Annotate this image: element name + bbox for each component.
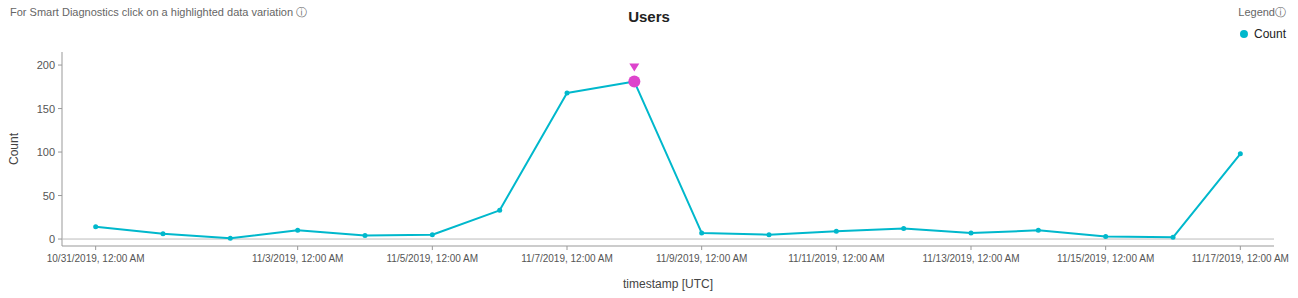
x-tick-label: 11/15/2019, 12:00 AM xyxy=(1057,253,1154,264)
x-axis-label: timestamp [UTC] xyxy=(623,277,713,291)
point xyxy=(295,228,300,233)
x-tick xyxy=(971,246,972,250)
x-tick-label: 11/3/2019, 12:00 AM xyxy=(252,253,344,264)
point xyxy=(1103,234,1108,239)
legend-title: Legendⓘ xyxy=(1238,6,1286,18)
x-tick xyxy=(297,246,298,250)
x-tick-label: 10/31/2019, 12:00 AM xyxy=(47,253,145,264)
point xyxy=(1171,235,1176,240)
point xyxy=(767,232,772,237)
point xyxy=(1036,228,1041,233)
y-tick-label: 0 xyxy=(49,233,55,245)
x-tick xyxy=(95,246,96,250)
title: Users xyxy=(628,8,670,25)
zero-line xyxy=(62,239,1274,240)
x-tick xyxy=(1105,246,1106,250)
point xyxy=(161,231,166,236)
point xyxy=(699,230,704,235)
x-tick-label: 11/11/2019, 12:00 AM xyxy=(788,253,884,264)
y-tick-label: 100 xyxy=(37,146,55,158)
y-axis-label: Count xyxy=(7,132,21,165)
point xyxy=(228,236,233,241)
legend-swatch xyxy=(1240,30,1248,38)
point xyxy=(834,229,839,234)
x-tick-label: 11/9/2019, 12:00 AM xyxy=(656,253,748,264)
highlight-indicator xyxy=(629,64,639,72)
x-axis-line xyxy=(62,246,1274,247)
y-tick-label: 200 xyxy=(37,59,55,71)
point xyxy=(363,233,368,238)
chart: Users For Smart Diagnostics click on a hi… xyxy=(0,0,1298,298)
point xyxy=(1238,151,1243,156)
x-tick-label: 11/17/2019, 12:00 AM xyxy=(1192,253,1289,264)
y-tick xyxy=(58,65,62,66)
x-tick-label: 11/13/2019, 12:00 AM xyxy=(922,253,1019,264)
y-tick xyxy=(58,108,62,109)
point xyxy=(901,226,906,231)
point xyxy=(969,230,974,235)
x-tick xyxy=(567,246,568,250)
y-tick-label: 150 xyxy=(37,103,55,115)
point xyxy=(430,232,435,237)
line xyxy=(96,82,1241,239)
x-tick xyxy=(701,246,702,250)
plot-area xyxy=(93,64,1243,241)
x-tick xyxy=(1240,246,1241,250)
x-tick-label: 11/5/2019, 12:00 AM xyxy=(387,253,479,264)
x-tick-label: 11/7/2019, 12:00 AM xyxy=(521,253,613,264)
y-axis-line xyxy=(62,52,63,246)
subtitle: For Smart Diagnostics click on a highlig… xyxy=(10,6,307,18)
point xyxy=(565,90,570,95)
point xyxy=(497,208,502,213)
legend-label: Count xyxy=(1254,27,1287,41)
highlight-point xyxy=(628,76,640,88)
x-tick xyxy=(836,246,837,250)
y-tick xyxy=(58,152,62,153)
y-tick xyxy=(58,195,62,196)
x-tick xyxy=(432,246,433,250)
point xyxy=(93,224,98,229)
y-tick-label: 50 xyxy=(43,190,55,202)
y-tick xyxy=(58,239,62,240)
